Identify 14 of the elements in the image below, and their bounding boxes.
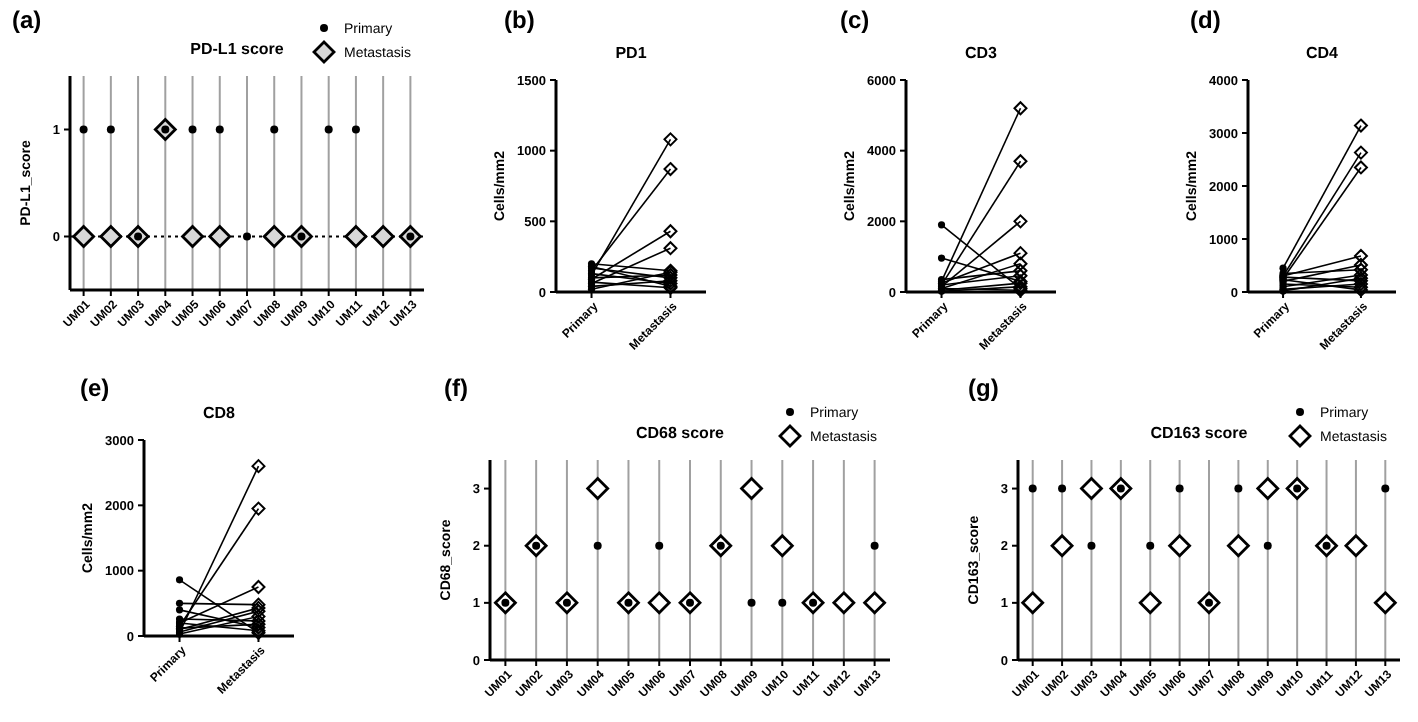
chart-title: CD8 <box>202 404 237 422</box>
text: (b) <box>504 6 535 34</box>
text: (a) <box>12 6 42 34</box>
chart-title: CD4 <box>1305 44 1340 62</box>
chart-title: CD163 score <box>1150 424 1249 442</box>
chart-title: PD-L1 score <box>190 40 285 58</box>
text: (d) <box>1190 6 1221 34</box>
text: (f) <box>444 374 468 402</box>
chart-title: PD1 <box>615 44 648 62</box>
chart-title: CD68 score <box>635 424 726 442</box>
text: (c) <box>840 6 870 34</box>
text: (e) <box>80 374 110 402</box>
text: (g) <box>968 374 999 402</box>
chart-title: CD3 <box>964 44 999 62</box>
